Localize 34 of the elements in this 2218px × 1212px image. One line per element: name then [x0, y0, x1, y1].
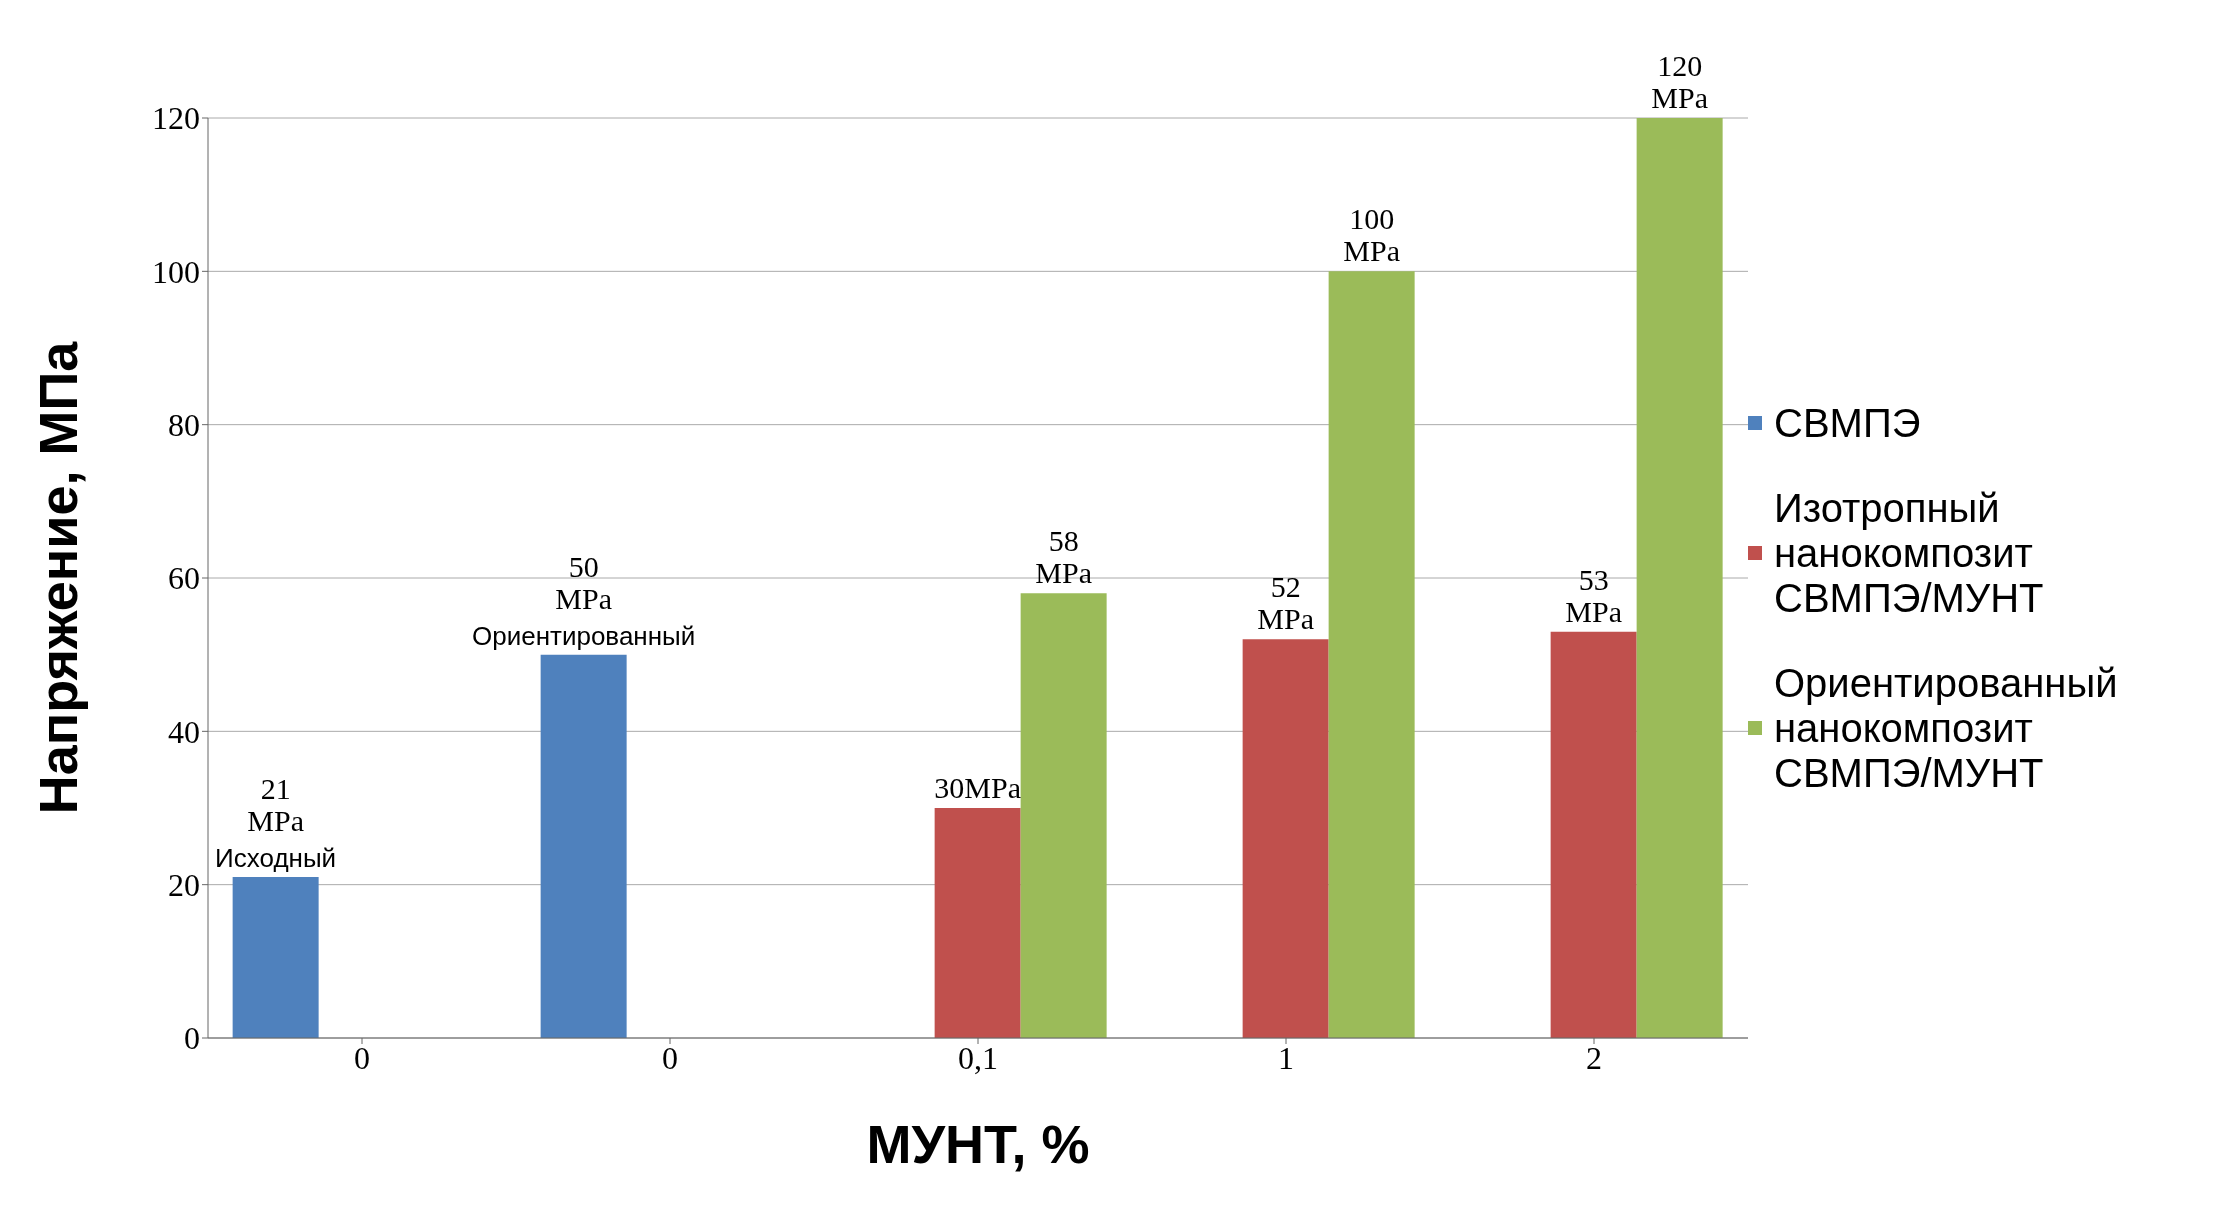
x-tick-label: 0,1: [958, 1039, 998, 1076]
legend-label: Ориентированный нанокомпозит СВМПЭ/МУНТ: [1774, 660, 2119, 796]
data-label: 30MPa: [934, 771, 1021, 804]
data-label: 52 MPa: [1257, 570, 1314, 636]
annotation: Исходный: [215, 843, 337, 873]
bar: [1636, 118, 1723, 1038]
legend-label: Изотропный нанокомпозит СВМПЭ/МУНТ: [1774, 485, 2045, 621]
y-tick-label: 120: [152, 100, 200, 137]
data-label: 58 MPa: [1035, 524, 1092, 590]
bar: [1328, 271, 1415, 1038]
x-tick-label: 0: [354, 1039, 370, 1076]
bar: [1242, 639, 1329, 1038]
legend-label: СВМПЭ: [1774, 400, 1921, 446]
data-label: 21 MPa: [247, 772, 304, 837]
x-tick-label: 0: [662, 1039, 678, 1076]
bar: [1550, 631, 1637, 1038]
bar: [232, 877, 319, 1038]
bar: [1020, 593, 1107, 1038]
annotation: Ориентированный: [471, 620, 696, 651]
bar: [934, 808, 1021, 1038]
y-tick-label: 20: [168, 867, 200, 904]
x-axis-title: МУНТ, %: [866, 1114, 1090, 1174]
y-tick-label: 80: [168, 407, 200, 444]
x-tick-label: 2: [1586, 1039, 1602, 1076]
data-label: 53 MPa: [1565, 562, 1622, 628]
y-tick-label: 40: [168, 713, 200, 750]
y-tick-label: 60: [168, 560, 200, 597]
data-label: 120 MPa: [1651, 49, 1708, 114]
y-tick-label: 100: [152, 253, 200, 290]
data-label: 50 MPa: [555, 549, 612, 615]
bar: [540, 654, 627, 1038]
data-label: 100 MPa: [1343, 202, 1400, 268]
x-tick-label: 1: [1278, 1039, 1294, 1076]
y-axis-title: Напряжение, МПа: [28, 340, 89, 815]
